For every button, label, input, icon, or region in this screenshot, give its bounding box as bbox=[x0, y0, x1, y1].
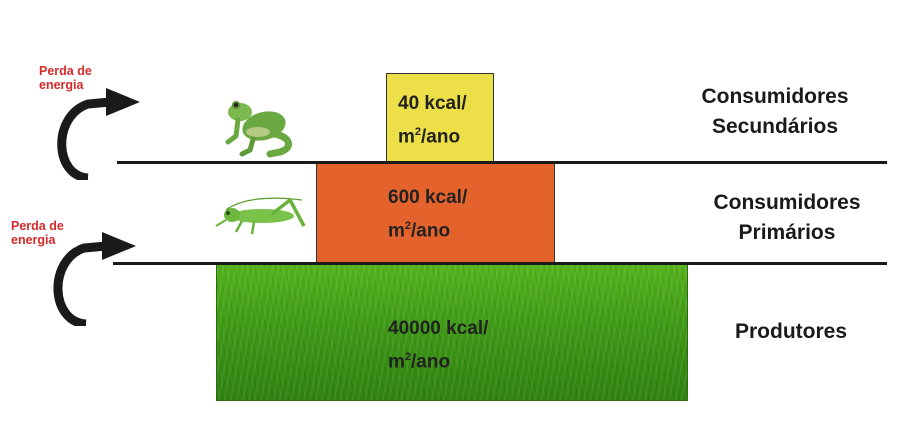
energy-loss-label-bottom: Perda de energia bbox=[11, 219, 64, 247]
primary-consumers-energy-box: 600 kcal/ m2/ano bbox=[316, 163, 555, 264]
grasshopper-icon bbox=[215, 197, 306, 235]
primary-consumers-label: Consumidores Primários bbox=[713, 191, 861, 244]
frog-icon bbox=[225, 101, 292, 158]
producers-energy-text: 40000 kcal/ m2/ano bbox=[388, 318, 489, 373]
producers-energy-box: 40000 kcal/ m2/ano bbox=[216, 264, 688, 401]
divider-line-secondary bbox=[117, 161, 887, 164]
producers-label: Produtores bbox=[734, 320, 847, 343]
secondary-consumers-energy-box: 40 kcal/ m2/ano bbox=[386, 73, 494, 163]
secondary-consumers-label: Consumidores Secundários bbox=[701, 85, 849, 138]
primary-energy-text: 600 kcal/ m2/ano bbox=[388, 187, 468, 242]
secondary-energy-text: 40 kcal/ m2/ano bbox=[398, 93, 467, 148]
energy-loss-label-top: Perda de energia bbox=[39, 64, 92, 92]
curved-arrow-icon bbox=[57, 88, 140, 180]
divider-line-primary bbox=[113, 262, 887, 265]
curved-arrow-icon bbox=[53, 232, 136, 326]
